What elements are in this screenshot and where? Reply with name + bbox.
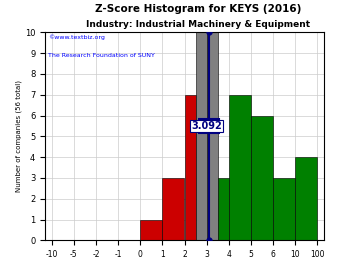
Y-axis label: Number of companies (56 total): Number of companies (56 total) [15, 80, 22, 192]
Text: The Research Foundation of SUNY: The Research Foundation of SUNY [48, 53, 155, 58]
Bar [195, 32, 207, 240]
Bar [185, 95, 195, 240]
Text: Industry: Industrial Machinery & Equipment: Industry: Industrial Machinery & Equipme… [86, 20, 310, 29]
Text: ©www.textbiz.org: ©www.textbiz.org [48, 35, 105, 40]
Bar [140, 220, 162, 240]
Bar [273, 178, 295, 240]
Bar [207, 32, 218, 240]
Text: 3.092: 3.092 [191, 121, 222, 131]
Bar [218, 178, 229, 240]
Bar [162, 178, 184, 240]
Bar [229, 95, 251, 240]
Bar [295, 157, 318, 240]
Bar [251, 116, 273, 240]
Text: Z-Score Histogram for KEYS (2016): Z-Score Histogram for KEYS (2016) [95, 4, 301, 14]
